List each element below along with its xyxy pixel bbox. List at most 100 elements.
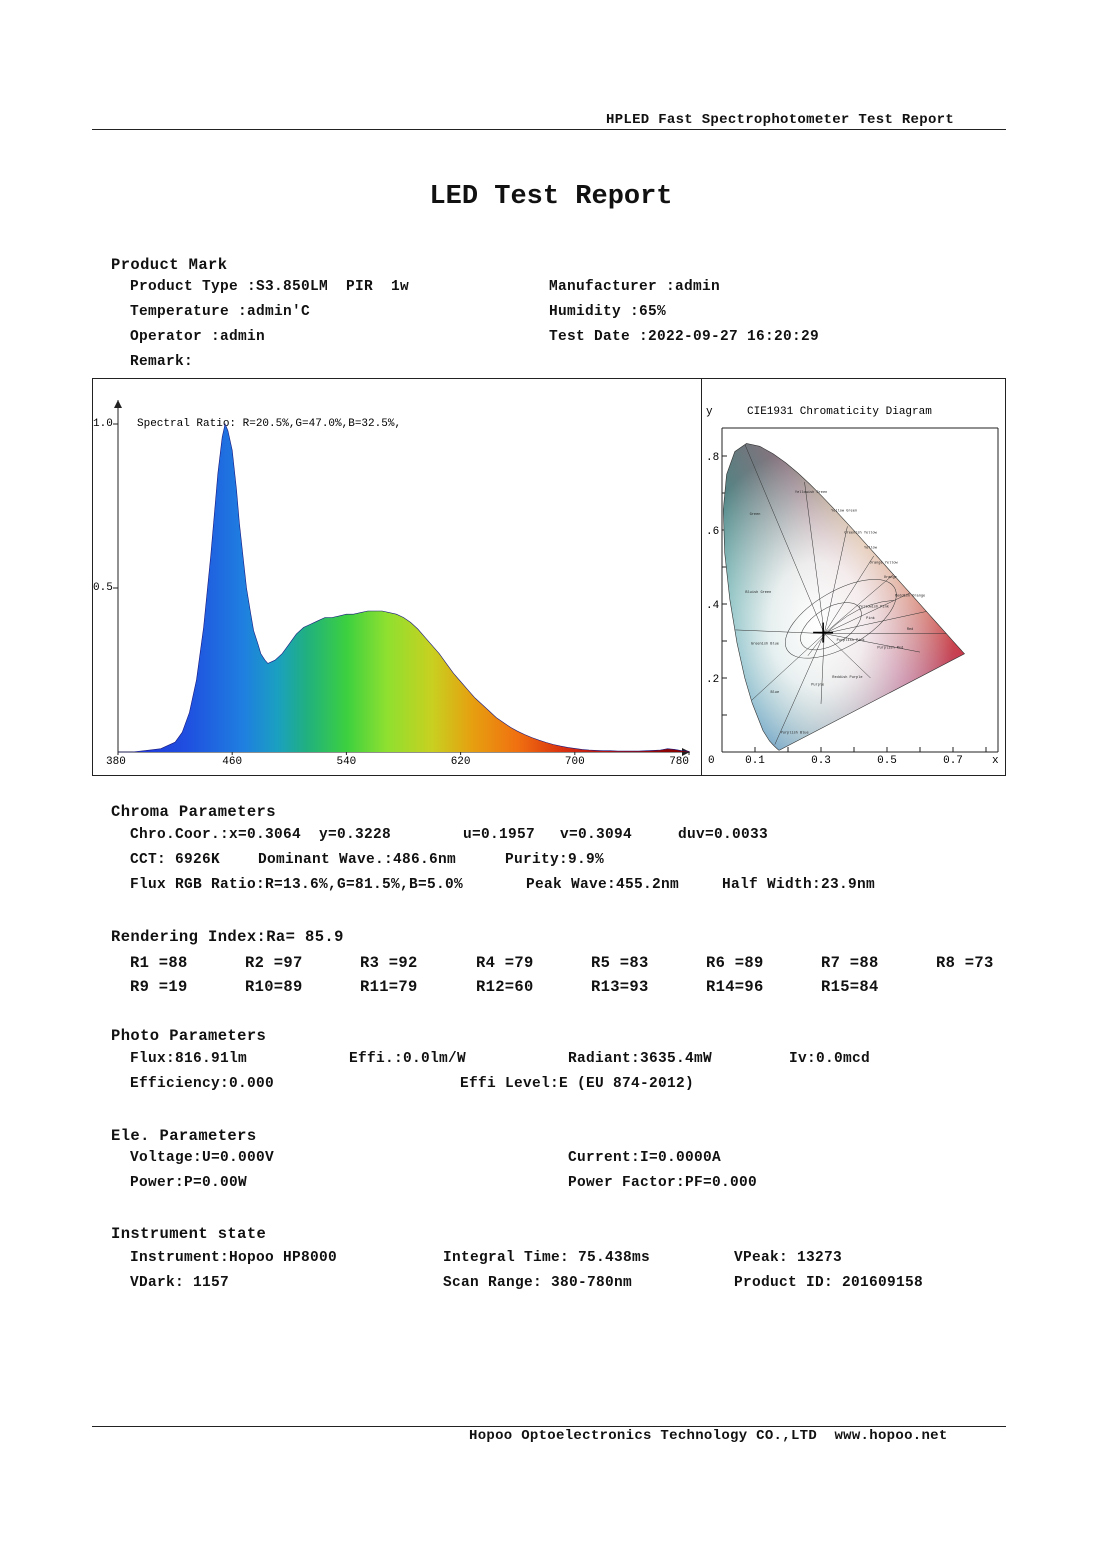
cie-chart: y CIE1931 Chromaticity Diagram .8.6.4.2 … <box>706 406 999 767</box>
cie-y-tick-6: .6 <box>706 526 719 538</box>
cie-region-label: Yellowish Pink <box>859 605 889 610</box>
chroma-cct: CCT: 6926K <box>130 852 221 868</box>
cie-color-fill <box>723 443 965 751</box>
cie-region-label: Reddish Orange <box>895 594 925 599</box>
chroma-v: v=0.3094 <box>560 827 633 843</box>
cie-region-label: Yellow Green <box>831 509 857 514</box>
temperature: Temperature :admin'C <box>130 304 311 320</box>
spectrum-area <box>118 424 689 752</box>
product-type: Product Type :S3.850LM PIR 1w <box>130 279 410 295</box>
cie-y-tick-2: .2 <box>706 674 719 686</box>
rendering-value-r14: R14=96 <box>706 978 764 996</box>
cie-x-tick-05: 0.5 <box>877 755 897 767</box>
spectral-locus <box>722 443 965 751</box>
cie-y-label: y <box>706 406 713 418</box>
cie-region-label: Pink <box>866 616 875 621</box>
rendering-value-r3: R3 =92 <box>360 954 418 972</box>
x-tick-label-780: 780 <box>669 756 689 768</box>
chroma-peak: Peak Wave:455.2nm <box>526 877 680 893</box>
instrument-vdark: VDark: 1157 <box>130 1275 230 1291</box>
cie-region-label: Greenish Yellow <box>844 531 877 536</box>
cie-region-label: Yellow <box>864 546 878 551</box>
cie-y-ticks: .8 .6 .4 .2 <box>706 452 727 716</box>
rendering-value-r13: R13=93 <box>591 978 649 996</box>
x-tick-label-700: 700 <box>565 756 585 768</box>
rendering-value-r9: R9 =19 <box>130 978 188 996</box>
rendering-value-r15: R15=84 <box>821 978 879 996</box>
cie-region-label: Orange Yellow <box>870 560 899 565</box>
chroma-half-width: Half Width:23.9nm <box>722 877 876 893</box>
header-rule <box>92 129 1006 130</box>
rendering-value-r6: R6 =89 <box>706 954 764 972</box>
spectrum-chart: 1.0 0.5 Spectral Ratio: R=20.5%,G=47.0%,… <box>93 400 690 768</box>
y-axis-arrow <box>114 400 122 408</box>
photo-flux: Flux:816.91lm <box>130 1051 248 1067</box>
rendering-value-r1: R1 =88 <box>130 954 188 972</box>
chroma-coor: Chro.Coor.:x=0.3064 y=0.3228 <box>130 827 392 843</box>
test-date: Test Date :2022-09-27 16:20:29 <box>549 329 820 345</box>
instrument-product-id: Product ID: 201609158 <box>734 1275 924 1291</box>
cie-region-label: Purplish Red <box>877 645 903 650</box>
cie-region-label: Bluish Green <box>745 590 771 595</box>
rendering-heading: Rendering Index:Ra= 85.9 <box>111 928 344 946</box>
cie-region-lines <box>735 444 947 745</box>
ele-heading: Ele. Parameters <box>111 1127 257 1145</box>
cie-y-tick-4: .4 <box>706 600 720 612</box>
operator: Operator :admin <box>130 329 266 345</box>
cie-region-label: Purple <box>811 682 824 687</box>
spectrum-line <box>118 423 690 753</box>
rendering-value-r12: R12=60 <box>476 978 534 996</box>
photo-heading: Photo Parameters <box>111 1027 267 1045</box>
cie-region-label: Greenish Blue <box>751 642 779 647</box>
footer-text: Hopoo Optoelectronics Technology CO.,LTD… <box>469 1428 948 1444</box>
instrument-scan-range: Scan Range: 380-780nm <box>443 1275 633 1291</box>
rendering-value-r7: R7 =88 <box>821 954 879 972</box>
report-header-title: HPLED Fast Spectrophotometer Test Report <box>606 112 955 128</box>
page-title: LED Test Report <box>429 182 673 212</box>
spectral-ratio-text: Spectral Ratio: R=20.5%,G=47.0%,B=32.5%, <box>137 418 401 430</box>
cie-region-label: Red <box>907 627 913 632</box>
rendering-value-r5: R5 =83 <box>591 954 649 972</box>
photo-effi-level: Effi Level:E (EU 874-2012) <box>460 1076 695 1092</box>
cie-x-label: x <box>992 755 999 767</box>
x-tick-label-540: 540 <box>336 756 356 768</box>
manufacturer: Manufacturer :admin <box>549 279 721 295</box>
chroma-heading: Chroma Parameters <box>111 803 276 821</box>
instrument-integral-time: Integral Time: 75.438ms <box>443 1250 651 1266</box>
cie-y-tick-8: .8 <box>706 452 719 464</box>
rendering-value-r11: R11=79 <box>360 978 418 996</box>
ele-voltage: Voltage:U=0.000V <box>130 1150 275 1166</box>
cie-x-tick-07: 0.7 <box>943 755 963 767</box>
chroma-dominant: Dominant Wave.:486.6nm <box>258 852 457 868</box>
cie-region-label: Yellowish Green <box>795 490 827 495</box>
x-tick-label-380: 380 <box>106 756 126 768</box>
rendering-value-r4: R4 =79 <box>476 954 534 972</box>
cie-x-tick-0: 0 <box>708 755 715 767</box>
y-tick-label-05: 0.5 <box>93 582 113 594</box>
cie-x-tick-03: 0.3 <box>811 755 831 767</box>
cie-region-label: Blue <box>770 690 779 695</box>
photo-efficiency: Efficiency:0.000 <box>130 1076 275 1092</box>
rendering-value-r2: R2 =97 <box>245 954 303 972</box>
cie-x-ticks: 0 0.1 0.3 0.5 0.7 <box>708 747 987 767</box>
photo-iv: Iv:0.0mcd <box>789 1051 871 1067</box>
cie-region-label: Purplish Blue <box>781 731 809 736</box>
product-mark-heading: Product Mark <box>111 256 228 274</box>
chroma-u: u=0.1957 <box>463 827 536 843</box>
cie-region-label: Green <box>750 512 761 517</box>
cie-title: CIE1931 Chromaticity Diagram <box>747 406 932 418</box>
x-tick-label-460: 460 <box>222 756 242 768</box>
remark: Remark: <box>130 354 194 370</box>
chroma-duv: duv=0.0033 <box>678 827 769 843</box>
cie-region-label: Orange <box>884 575 897 580</box>
photo-effi: Effi.:0.0lm/W <box>349 1051 467 1067</box>
cie-x-tick-01: 0.1 <box>745 755 765 767</box>
humidity: Humidity :65% <box>549 304 667 320</box>
spectrum-x-ticks: 380 460 540 620 700 780 <box>106 752 690 768</box>
ele-power: Power:P=0.00W <box>130 1175 248 1191</box>
chroma-flux-rgb: Flux RGB Ratio:R=13.6%,G=81.5%,B=5.0% <box>130 877 464 893</box>
y-tick-label-1: 1.0 <box>93 418 113 430</box>
instrument-heading: Instrument state <box>111 1225 267 1243</box>
cie-region-labels: Yellowish Green Green Yellow Green Greenish… <box>745 490 925 736</box>
rendering-value-r8: R8 =73 <box>936 954 994 972</box>
